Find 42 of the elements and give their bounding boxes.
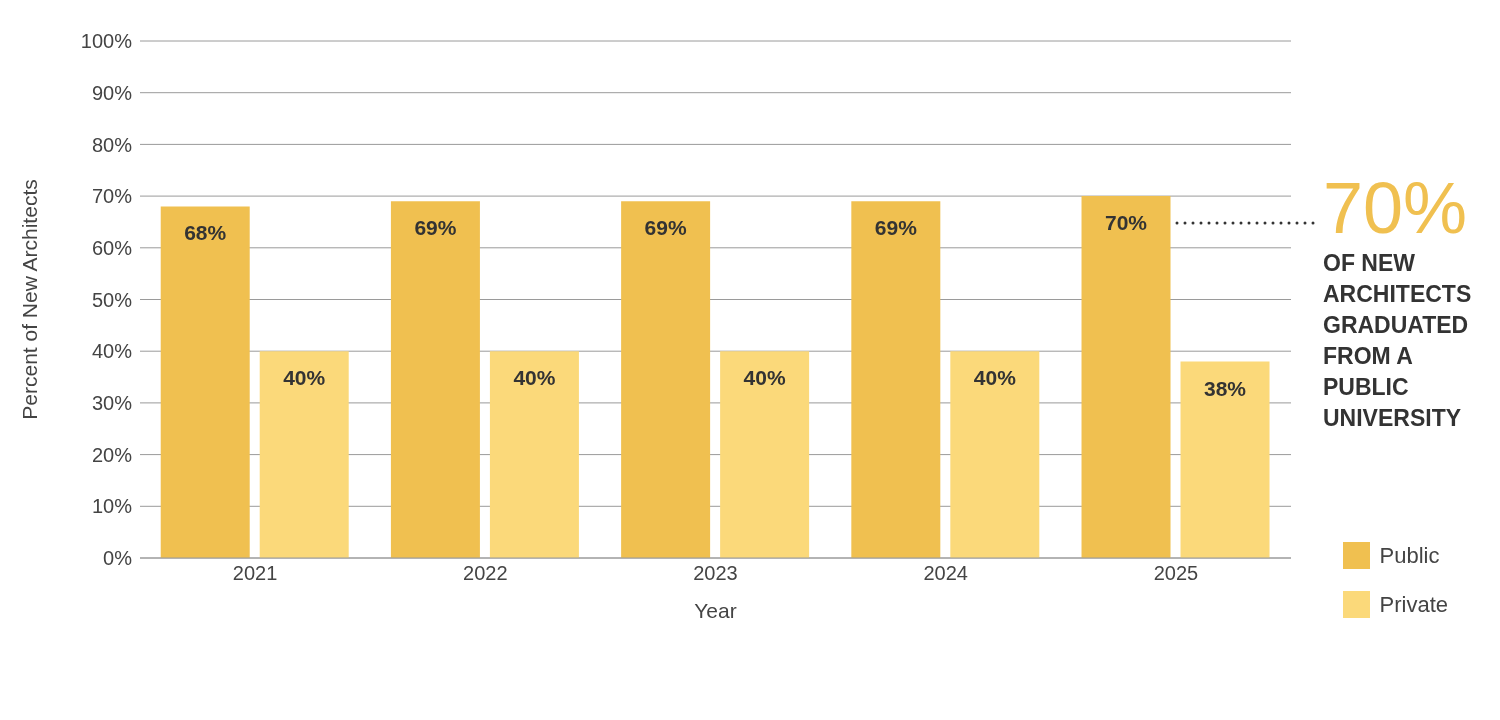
- bar: [1081, 196, 1171, 558]
- legend-label: Public: [1379, 542, 1440, 569]
- data-label: 69%: [414, 216, 457, 240]
- y-tick-label: 80%: [91, 133, 133, 156]
- data-label: 69%: [874, 216, 918, 240]
- data-label: 38%: [1204, 376, 1247, 400]
- y-tick-label: 100%: [80, 30, 133, 53]
- x-tick-label: 2023: [693, 562, 738, 585]
- text: OF NEW ARCHITECTS GRADUATED FROM A PUBLIC UNIVERSITY: [1323, 249, 1473, 433]
- y-tick-label: 0%: [103, 547, 133, 570]
- bar: [390, 201, 480, 558]
- legend-label: Private: [1379, 591, 1448, 618]
- bar: [851, 201, 941, 558]
- text: 70%: [1323, 168, 1468, 248]
- x-axis-title: Year: [694, 599, 737, 622]
- bar: [1180, 361, 1270, 558]
- bar: [621, 201, 711, 558]
- data-label: 40%: [973, 366, 1017, 390]
- data-label: 69%: [644, 216, 687, 240]
- data-label: 68%: [184, 221, 227, 245]
- x-tick-label: 2022: [463, 562, 508, 585]
- bar: [489, 351, 579, 558]
- y-tick-label: 60%: [91, 236, 133, 259]
- data-label: 40%: [513, 366, 556, 390]
- y-axis-title: Percent of New Architects: [18, 179, 42, 420]
- y-tick-label: 10%: [91, 495, 133, 518]
- data-label: 40%: [283, 366, 326, 390]
- y-tick-label: 20%: [91, 443, 133, 466]
- bar: [160, 206, 250, 558]
- x-tick-label: 2024: [923, 562, 968, 585]
- y-tick-label: 90%: [91, 81, 133, 104]
- data-label: 40%: [743, 366, 786, 390]
- x-tick-label: 2021: [232, 562, 278, 585]
- bar: [720, 351, 810, 558]
- y-tick-label: 30%: [91, 392, 133, 414]
- x-tick-label: 2025: [1153, 562, 1199, 585]
- y-tick-label: 70%: [91, 185, 133, 208]
- data-label: 70%: [1105, 211, 1148, 235]
- bar: [950, 351, 1040, 558]
- bar: [259, 351, 349, 558]
- y-tick-label: 50%: [91, 288, 133, 311]
- y-tick-label: 40%: [91, 340, 133, 363]
